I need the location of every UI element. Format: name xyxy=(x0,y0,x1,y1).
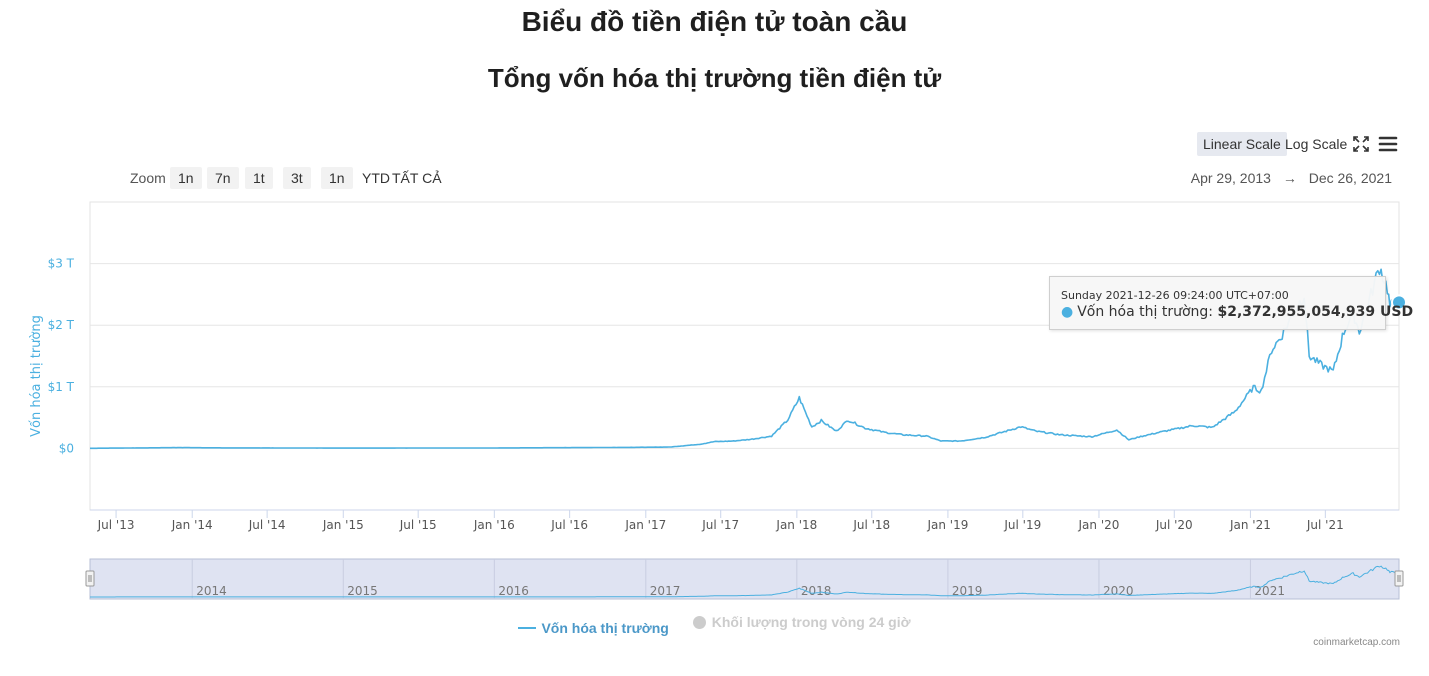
x-tick-label: Jul '14 xyxy=(248,518,286,532)
y-tick-label: $1 T xyxy=(48,380,75,394)
x-tick-label: Jul '17 xyxy=(701,518,739,532)
fullscreen-icon[interactable] xyxy=(1349,132,1373,156)
x-tick-label: Jan '18 xyxy=(775,518,817,532)
zoom-label: Zoom xyxy=(130,170,166,186)
legend-item-market-cap[interactable]: Vốn hóa thị trường xyxy=(518,619,669,636)
credit-link[interactable]: coinmarketcap.com xyxy=(1313,637,1400,648)
range-to[interactable]: Dec 26, 2021 xyxy=(1308,170,1392,186)
y-tick-label: $0 xyxy=(59,441,74,455)
zoom-button-3t[interactable]: 3t xyxy=(283,167,311,189)
x-tick-label: Jul '20 xyxy=(1155,518,1193,532)
x-tick-label: Jul '15 xyxy=(399,518,437,532)
y-axis-title: Vốn hóa thị trường xyxy=(29,315,44,437)
log-scale-button[interactable]: Log Scale xyxy=(1285,136,1348,152)
navigator-handle-left[interactable] xyxy=(85,570,95,587)
y-tick-label: $3 T xyxy=(48,257,75,271)
series-line-market-cap xyxy=(90,268,1400,450)
tooltip: Sunday 2021-12-26 09:24:00 UTC+07:00 ● Vố… xyxy=(1049,276,1413,330)
legend-item-volume[interactable]: Khối lượng trong vòng 24 giờ xyxy=(692,614,911,630)
page-title: Biểu đồ tiền điện tử toàn cầu xyxy=(521,6,908,37)
zoom-button-all[interactable]: TẤT CẢ xyxy=(392,170,442,186)
navigator-label: 2018 xyxy=(801,584,832,598)
x-tick-label: Jan '15 xyxy=(322,518,364,532)
x-tick-label: Jan '16 xyxy=(473,518,515,532)
y-tick-label: $2 T xyxy=(48,318,75,332)
x-tick-label: Jan '20 xyxy=(1078,518,1120,532)
x-tick-label: Jul '13 xyxy=(97,518,135,532)
legend-dot-icon xyxy=(692,615,706,629)
zoom-button-7n[interactable]: 7n xyxy=(207,167,239,189)
linear-scale-button[interactable]: Linear Scale xyxy=(1197,132,1287,156)
x-tick-label: Jan '19 xyxy=(926,518,968,532)
tooltip-line: ● Vốn hóa thị trường: $2,372,955,054,939 … xyxy=(1061,304,1413,320)
plot-border xyxy=(89,201,1400,511)
navigator: 2014 2015 2016 2017 2018 2019 2020 2021 xyxy=(85,558,1404,600)
range-arrow-icon: → xyxy=(1282,170,1297,186)
x-tick-label: Jul '19 xyxy=(1003,518,1041,532)
legend-label-volume: Khối lượng trong vòng 24 giờ xyxy=(711,614,911,630)
zoom-button-ytd[interactable]: YTD xyxy=(362,170,390,186)
navigator-label: 2015 xyxy=(347,584,378,598)
tooltip-value: $2,372,955,054,939 USD xyxy=(1217,304,1414,320)
x-axis: Jul '13 Jan '14 Jul '14 Jan '15 Jul '15 Jan '… xyxy=(90,509,1399,532)
x-tick-label: Jan '17 xyxy=(624,518,666,532)
navigator-label: 2019 xyxy=(952,584,983,598)
navigator-label: 2017 xyxy=(650,584,681,598)
hover-marker xyxy=(1391,294,1407,311)
legend-label-market-cap: Vốn hóa thị trường xyxy=(541,619,669,636)
navigator-label: 2014 xyxy=(196,584,227,598)
range-from[interactable]: Apr 29, 2013 xyxy=(1190,170,1271,186)
x-tick-label: Jan '14 xyxy=(171,518,213,532)
x-tick-label: Jan '21 xyxy=(1229,518,1271,532)
navigator-label: 2021 xyxy=(1254,584,1285,598)
hamburger-menu-icon[interactable] xyxy=(1376,132,1400,156)
zoom-button-1t[interactable]: 1t xyxy=(245,167,273,189)
series-layer xyxy=(90,268,1407,450)
chart-title: Tổng vốn hóa thị trường tiền điện tử xyxy=(487,63,942,93)
zoom-button-1n-second[interactable]: 1n xyxy=(321,167,353,189)
tooltip-date: Sunday 2021-12-26 09:24:00 UTC+07:00 xyxy=(1061,289,1289,302)
x-tick-label: Jul '16 xyxy=(550,518,588,532)
grid-layer xyxy=(89,201,1400,511)
navigator-handle-right[interactable] xyxy=(1394,570,1404,587)
legend-line-icon xyxy=(518,626,537,629)
navigator-label: 2016 xyxy=(498,584,529,598)
x-tick-label: Jul '21 xyxy=(1306,518,1344,532)
date-range: Apr 29, 2013 → Dec 26, 2021 xyxy=(1187,170,1396,186)
tooltip-bullet-icon: ● xyxy=(1061,304,1074,320)
x-tick-label: Jul '18 xyxy=(852,518,890,532)
tooltip-series-label: Vốn hóa thị trường: xyxy=(1077,304,1214,320)
zoom-button-1n[interactable]: 1n xyxy=(170,167,202,189)
y-axis: $0 $1 T $2 T $3 T Vốn hóa thị trường xyxy=(29,257,75,456)
navigator-series-line xyxy=(90,565,1400,598)
legend: Vốn hóa thị trường Khối lượng trong vòng… xyxy=(0,614,1429,636)
